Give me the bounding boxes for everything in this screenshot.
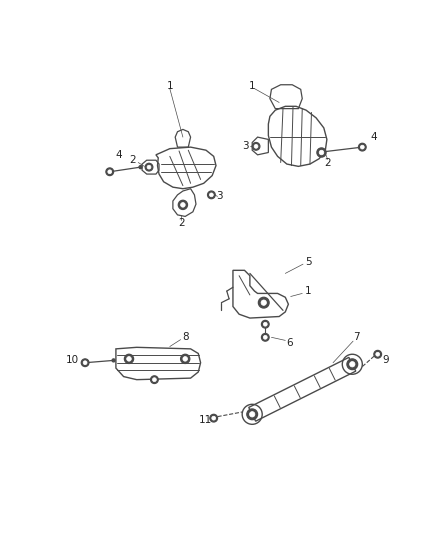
Circle shape <box>263 335 267 339</box>
Circle shape <box>108 170 112 174</box>
Circle shape <box>347 359 358 370</box>
Circle shape <box>178 200 187 209</box>
Circle shape <box>145 163 153 171</box>
Text: 5: 5 <box>305 257 312 267</box>
Text: 1: 1 <box>305 286 312 296</box>
Circle shape <box>350 361 355 367</box>
Circle shape <box>106 168 113 175</box>
Circle shape <box>250 411 255 417</box>
Circle shape <box>210 414 218 422</box>
Text: 9: 9 <box>382 356 389 366</box>
Text: 7: 7 <box>353 332 360 342</box>
Circle shape <box>322 150 325 154</box>
Circle shape <box>81 359 89 367</box>
Text: 4: 4 <box>371 132 377 142</box>
Circle shape <box>317 148 326 157</box>
Circle shape <box>209 193 213 197</box>
Circle shape <box>319 150 324 155</box>
Circle shape <box>208 191 215 199</box>
Text: 2: 2 <box>130 155 136 165</box>
Text: 10: 10 <box>66 356 79 366</box>
Circle shape <box>124 354 134 364</box>
Circle shape <box>261 334 269 341</box>
Circle shape <box>152 378 156 382</box>
Circle shape <box>263 322 267 326</box>
Circle shape <box>212 416 215 420</box>
Text: 1: 1 <box>166 80 173 91</box>
Text: 11: 11 <box>198 415 212 425</box>
Circle shape <box>261 300 266 305</box>
Circle shape <box>127 357 131 361</box>
Circle shape <box>180 354 190 364</box>
Circle shape <box>258 297 269 308</box>
Circle shape <box>180 203 185 207</box>
Text: 3: 3 <box>242 141 249 151</box>
Circle shape <box>360 145 364 149</box>
Circle shape <box>139 166 142 168</box>
Text: 2: 2 <box>178 219 185 228</box>
Text: 8: 8 <box>182 332 188 342</box>
Circle shape <box>261 320 269 328</box>
Circle shape <box>151 376 158 384</box>
Circle shape <box>252 142 260 150</box>
Circle shape <box>147 165 151 169</box>
Text: 4: 4 <box>116 150 122 160</box>
Circle shape <box>83 361 87 365</box>
Circle shape <box>374 350 381 358</box>
Text: 2: 2 <box>325 158 331 167</box>
Circle shape <box>247 409 258 419</box>
Text: 3: 3 <box>216 191 223 201</box>
Circle shape <box>254 144 258 148</box>
Circle shape <box>183 357 187 361</box>
Circle shape <box>376 352 380 356</box>
Circle shape <box>358 143 366 151</box>
Text: 1: 1 <box>249 80 255 91</box>
Circle shape <box>112 359 115 362</box>
Text: 6: 6 <box>286 338 293 348</box>
